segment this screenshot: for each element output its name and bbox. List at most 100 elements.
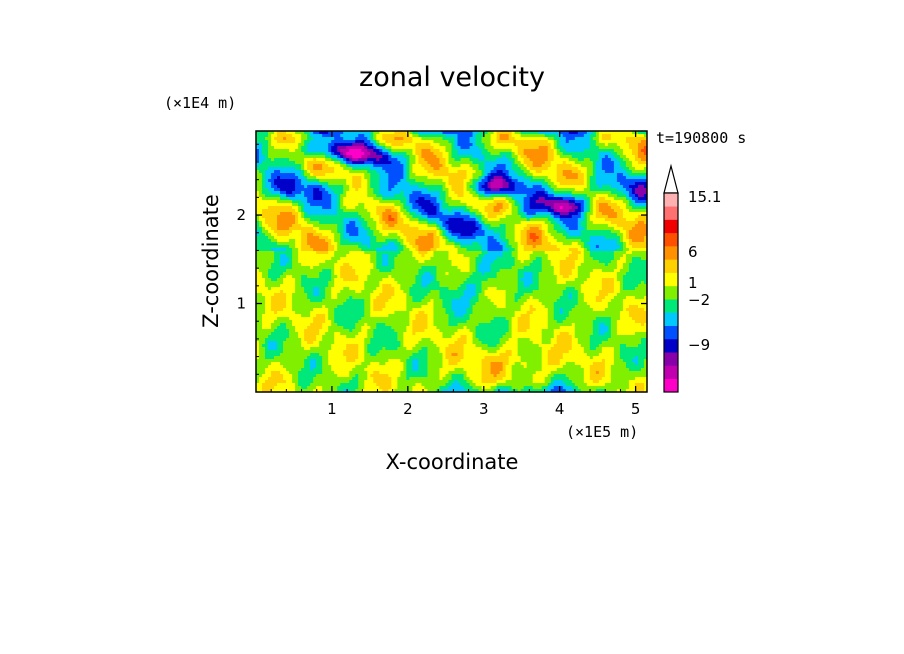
heatmap-cell [295,293,299,297]
heatmap-cell [340,251,344,255]
heatmap-cell [262,293,266,297]
heatmap-cell [322,359,326,363]
heatmap-cell [352,206,356,210]
heatmap-cell [367,212,371,216]
heatmap-cell [262,221,266,225]
heatmap-cell [334,149,338,153]
heatmap-cell [256,314,260,318]
heatmap-cell [295,338,299,342]
heatmap-cell [340,383,344,387]
heatmap-cell [340,359,344,363]
heatmap-cell [310,197,314,201]
heatmap-cell [385,356,389,360]
heatmap-cell [355,158,359,162]
heatmap-cell [259,278,263,282]
heatmap-cell [343,248,347,252]
heatmap-cell [370,197,374,201]
heatmap-cell [286,245,290,249]
heatmap-cell [334,188,338,192]
heatmap-cell [292,281,296,285]
heatmap-cell [343,320,347,324]
heatmap-cell [259,197,263,201]
heatmap-cell [364,233,368,237]
heatmap-cell [409,299,413,303]
heatmap-cell [322,383,326,387]
heatmap-cell [259,233,263,237]
heatmap-cell [379,329,383,333]
heatmap-cell [337,233,341,237]
heatmap-cell [364,272,368,276]
heatmap-cell [406,263,410,267]
heatmap-cell [406,302,410,306]
heatmap-cell [280,242,284,246]
heatmap-cell [319,347,323,351]
heatmap-cell [340,203,344,207]
heatmap-cell [340,305,344,309]
heatmap-cell [283,296,287,300]
heatmap-cell [388,287,392,291]
heatmap-cell [370,158,374,162]
heatmap-cell [364,290,368,294]
heatmap-cell [370,335,374,339]
heatmap-cell [385,368,389,372]
heatmap-cell [283,251,287,255]
heatmap-cell [259,143,263,147]
heatmap-cell [424,170,428,174]
heatmap-cell [262,374,266,378]
heatmap-cell [382,245,386,249]
heatmap-cell [268,371,272,375]
heatmap-cell [355,317,359,321]
heatmap-cell [313,179,317,183]
heatmap-cell [391,140,395,144]
heatmap-cell [322,302,326,306]
heatmap-cell [367,134,371,138]
heatmap-cell [409,197,413,201]
heatmap-cell [424,266,428,270]
heatmap-cell [406,353,410,357]
heatmap-cell [379,155,383,159]
heatmap-cell [352,137,356,141]
heatmap-cell [427,167,431,171]
heatmap-cell [385,371,389,375]
heatmap-cell [274,389,278,393]
heatmap-cell [289,242,293,246]
heatmap-cell [352,152,356,156]
heatmap-cell [379,206,383,210]
heatmap-cell [268,320,272,324]
heatmap-cell [289,275,293,279]
heatmap-cell [265,317,269,321]
heatmap-cell [388,140,392,144]
heatmap-cell [394,275,398,279]
heatmap-cell [268,377,272,381]
heatmap-cell [385,335,389,339]
heatmap-cell [316,134,320,138]
heatmap-cell [277,230,281,234]
heatmap-cell [304,311,308,315]
heatmap-cell [298,182,302,186]
heatmap-cell [418,356,422,360]
heatmap-cell [289,272,293,276]
heatmap-cell [379,353,383,357]
heatmap-cell [382,164,386,168]
heatmap-cell [322,251,326,255]
heatmap-cell [304,167,308,171]
heatmap-cell [400,272,404,276]
heatmap-cell [364,137,368,141]
heatmap-cell [391,227,395,231]
heatmap-cell [316,251,320,255]
heatmap-cell [388,290,392,294]
heatmap-cell [382,158,386,162]
heatmap-cell [337,350,341,354]
heatmap-cell [265,233,269,237]
heatmap-cell [403,185,407,189]
heatmap-cell [412,275,416,279]
heatmap-cell [340,197,344,201]
heatmap-cell [274,377,278,381]
heatmap-cell [364,350,368,354]
heatmap-cell [391,194,395,198]
heatmap-cell [280,194,284,198]
heatmap-cell [307,188,311,192]
heatmap-cell [367,347,371,351]
heatmap-cell [400,353,404,357]
heatmap-cell [424,224,428,228]
